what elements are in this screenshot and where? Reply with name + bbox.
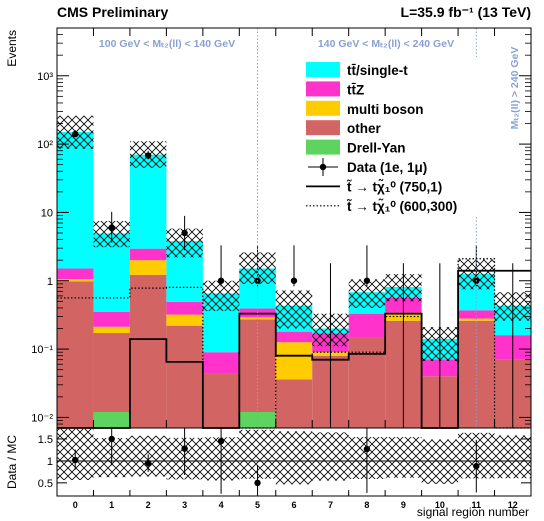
- legend-swatch-2: [306, 100, 340, 116]
- ratio-band-9: [385, 437, 422, 478]
- header-right: L=35.9 fb⁻¹ (13 TeV): [401, 4, 531, 20]
- region-label-2: 140 GeV < Mₜ₂(ll) < 240 GeV: [318, 38, 454, 50]
- bar-multi boson-1: [93, 326, 130, 333]
- x-tick-label-5: 5: [255, 500, 260, 510]
- y-tick-label-5: 10³: [37, 71, 53, 83]
- ratio-point-1: [108, 435, 115, 443]
- bar-tt̄Z-6: [275, 331, 313, 343]
- bar-tt̄Z-1: [93, 311, 130, 327]
- bar-multi boson-6: [275, 342, 313, 380]
- data-point-1: [108, 224, 115, 231]
- legend-swatch-4: [306, 139, 340, 155]
- bar-tt̄Z-2: [129, 248, 167, 261]
- ratio-point-0: [72, 456, 79, 464]
- unc-band-6: [275, 290, 313, 329]
- data-point-6: [290, 277, 298, 284]
- ratio-band-7: [312, 432, 349, 481]
- x-tick-label-10: 10: [435, 500, 445, 510]
- legend-label-6: t̃ → tχ̃₁⁰ (750,1): [346, 179, 442, 194]
- ratio-band-6: [275, 431, 313, 485]
- y-tick-label-3: 10: [41, 207, 53, 219]
- ratio-point-2: [144, 459, 152, 467]
- ratio-y-tick-label-0: 0.5: [38, 478, 53, 490]
- data-points: [72, 130, 514, 428]
- bar-other-8: [348, 337, 386, 428]
- data-point-0: [72, 130, 79, 138]
- x-tick-label-7: 7: [328, 500, 333, 510]
- ratio-axes: 0.511.50 1 2 3 4 5 6 7 8 9 10 11 12: [38, 434, 532, 510]
- bar-tt̄Z-4: [202, 352, 240, 374]
- bar-multi boson-2: [129, 260, 167, 275]
- legend-label-4: Drell-Yan: [347, 141, 406, 156]
- x-tick-label-4: 4: [219, 500, 224, 510]
- data-point-3: [181, 229, 188, 237]
- bar-tt̄Z-3: [166, 301, 203, 315]
- x-tick-label-8: 8: [364, 500, 369, 510]
- ratio-points: [72, 428, 480, 496]
- bar-tt̄Z-8: [348, 313, 386, 338]
- ratio-plot-frame: [56, 427, 532, 497]
- ratio-band-12: [494, 435, 531, 479]
- bar-other-0: [57, 281, 94, 428]
- y-tick-label-0: 10⁻²: [31, 412, 53, 424]
- header-left: CMS Preliminary: [57, 4, 168, 20]
- bar-other-3: [166, 325, 203, 428]
- y-tick-label-1: 10⁻¹: [31, 344, 53, 356]
- bar-tt̄Z-11: [458, 310, 495, 319]
- ratio-uncertainty-band: [57, 428, 531, 485]
- x-tick-label-9: 9: [401, 500, 406, 510]
- y-axis-label: Events: [5, 30, 19, 67]
- bar-tt̄Z-0: [57, 268, 94, 280]
- main-axes: 10⁻² 10⁻¹ 1 10 10² 10³: [31, 27, 532, 429]
- bar-other-1: [93, 332, 130, 413]
- region-label-3: Mₜ₂(ll) > 240 GeV: [509, 47, 521, 130]
- legend-label-2: multi boson: [347, 102, 424, 117]
- legend-swatch-3: [306, 120, 340, 136]
- ratio-point-3: [181, 445, 188, 452]
- region-label-1: 100 GeV < Mₜ₂(ll) < 140 GeV: [99, 38, 235, 50]
- bar-multi boson-0: [57, 279, 94, 282]
- x-tick-label-1: 1: [109, 500, 114, 510]
- ratio-point-4: [217, 437, 225, 445]
- bar-tt̄/single-t-0: [57, 131, 94, 269]
- data-point-8: [363, 277, 371, 284]
- ratio-band-10: [421, 439, 459, 484]
- ratio-y-tick-label-1: 1: [47, 456, 53, 468]
- bar-tt̄/single-t-2: [129, 154, 167, 249]
- bar-Drell-Yan-1: [93, 412, 130, 428]
- x-axis-label: signal region number: [417, 505, 529, 519]
- bar-multi boson-5: [239, 317, 276, 320]
- ratio-point-7: [473, 462, 480, 470]
- bar-other-4: [202, 373, 240, 428]
- x-tick-label-11: 11: [472, 500, 482, 510]
- bar-other-2: [129, 274, 167, 428]
- legend-label-3: other: [347, 121, 381, 136]
- y-tick-label-4: 10²: [37, 139, 53, 151]
- x-tick-label-0: 0: [73, 500, 78, 510]
- x-tick-label-3: 3: [182, 500, 187, 510]
- x-tick-label-12: 12: [508, 500, 518, 510]
- ratio-y-axis-label: Data / MC: [5, 435, 19, 489]
- legend-swatch-dot-5: [319, 163, 327, 171]
- legend-label-5: Data (1e, 1μ): [347, 160, 427, 175]
- legend-label-7: t̃ → tχ̃₁⁰ (600,300): [346, 199, 457, 214]
- ratio-point-6: [363, 445, 371, 453]
- legend-label-0: tt̄/single-t: [347, 63, 408, 78]
- x-tick-label-6: 6: [291, 500, 296, 510]
- bar-other-6: [275, 379, 313, 428]
- x-tick-label-2: 2: [146, 500, 151, 510]
- legend: tt̄/single-t tt̄Z multi boson other Drell-Ya…: [303, 57, 511, 217]
- y-tick-label-2: 1: [47, 276, 53, 288]
- ratio-point-5: [254, 479, 261, 487]
- legend-label-1: tt̄Z: [347, 82, 364, 97]
- data-point-4: [217, 277, 225, 284]
- legend-swatch-1: [306, 81, 340, 97]
- bar-multi boson-3: [166, 314, 203, 326]
- ratio-y-tick-label-2: 1.5: [38, 434, 53, 446]
- legend-swatch-0: [306, 62, 340, 77]
- data-point-2: [144, 152, 152, 159]
